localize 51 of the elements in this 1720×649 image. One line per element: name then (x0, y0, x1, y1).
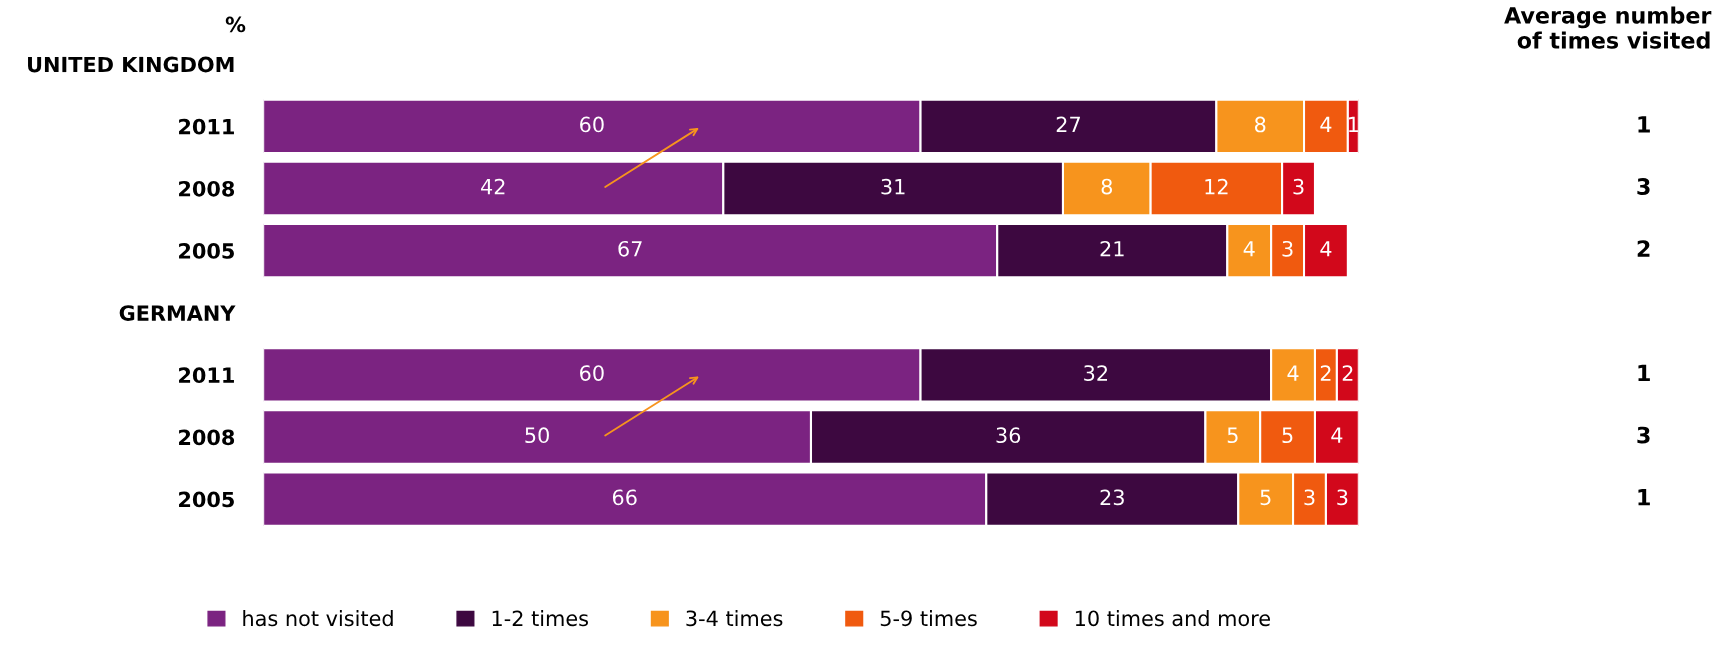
text: 3 (1637, 426, 1650, 444)
data-label: 23 (1100, 489, 1124, 506)
data-label: 4 (1331, 427, 1343, 443)
data-label: 5 (1227, 427, 1238, 444)
y-tick-label: 2011 (179, 118, 234, 135)
data-label: 4 (1320, 241, 1332, 257)
legend-label: 3-4 times (686, 610, 783, 627)
data-label: 3 (1282, 240, 1293, 257)
legend-label: 10 times and more (1075, 610, 1270, 627)
data-label: 3 (1337, 489, 1348, 506)
data-label: 66 (612, 489, 637, 506)
data-label: 5 (1260, 489, 1271, 506)
data-label: 4 (1320, 116, 1332, 133)
data-label: 36 (996, 427, 1021, 444)
text: Average number of times visited (1504, 6, 1712, 49)
chart-title: % (225, 16, 246, 33)
y-tick-label: GERMANY (119, 305, 236, 321)
data-label: 2 (1320, 365, 1331, 381)
data-label: 3 (1304, 489, 1315, 506)
data-label: 4 (1287, 365, 1299, 381)
y-tick-label: 2008 (179, 180, 235, 197)
data-label: 5 (1282, 427, 1293, 444)
data-label: 1 (1348, 116, 1359, 133)
y-tick-label: 2008 (179, 429, 235, 446)
data-label: 3 (1293, 178, 1304, 195)
data-label: 50 (525, 427, 549, 444)
y-tick-label: UNITED KINGDOM (28, 56, 234, 73)
data-label: 8 (1254, 116, 1266, 133)
data-label: 12 (1205, 178, 1228, 195)
data-label: 8 (1101, 178, 1112, 195)
text: 2 (1637, 240, 1650, 257)
data-label: 42 (481, 178, 505, 195)
y-tick-label: 2005 (179, 243, 234, 259)
text: 3 (1637, 178, 1650, 195)
text: 1 (1638, 364, 1650, 382)
y-tick-label: 2005 (179, 491, 234, 508)
data-label: 32 (1084, 365, 1108, 381)
legend-label: has not visited (243, 610, 393, 627)
data-label: 31 (881, 178, 905, 195)
data-label: 67 (618, 240, 642, 257)
data-label: 4 (1243, 241, 1255, 257)
data-label: 60 (580, 116, 604, 133)
legend-label: 5-9 times (880, 610, 977, 627)
legend-label: 1-2 times (492, 610, 588, 627)
data-label: 27 (1056, 116, 1080, 133)
data-label: 60 (580, 365, 604, 381)
y-tick-label: 2011 (179, 367, 234, 384)
text: 1 (1638, 116, 1650, 133)
data-label: 21 (1100, 240, 1124, 257)
text: 1 (1638, 489, 1650, 506)
data-label: 2 (1342, 365, 1353, 381)
